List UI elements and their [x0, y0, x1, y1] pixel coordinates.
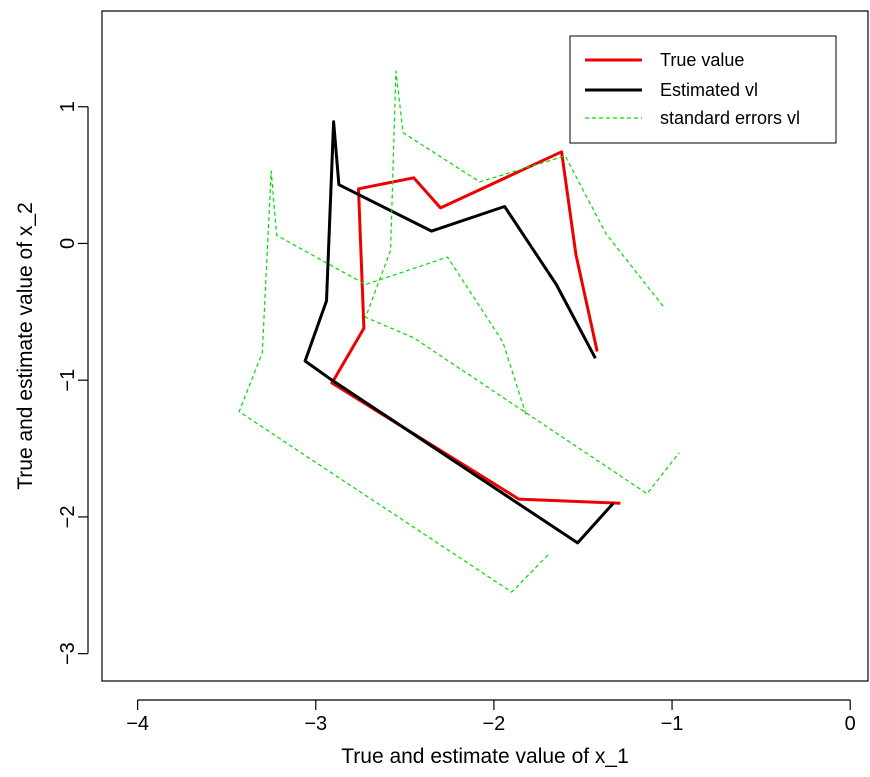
y-tick-label: −1 [57, 369, 79, 392]
y-tick-label: 0 [57, 238, 79, 249]
x-tick-label: −4 [126, 713, 149, 735]
x-tick-label: −1 [661, 713, 684, 735]
y-tick-label: −3 [57, 642, 79, 665]
series-line-2 [365, 70, 680, 495]
series-line-0 [330, 150, 621, 505]
plot-area-frame [101, 10, 869, 682]
y-tick-label: 1 [57, 101, 79, 112]
series-line-1 [303, 120, 615, 545]
x-tick-label: −3 [304, 713, 327, 735]
x-tick-label: −2 [483, 713, 506, 735]
y-tick-label: −2 [57, 506, 79, 529]
legend-label-true-value: True value [660, 50, 744, 70]
x-tick-label: 0 [845, 713, 856, 735]
legend-label-estimated-vl: Estimated vl [660, 80, 758, 100]
x-axis-title: True and estimate value of x_1 [341, 745, 629, 768]
legend-label-standard-errors-vl: standard errors vl [660, 108, 800, 128]
y-axis-title: True and estimate value of x_2 [14, 202, 37, 490]
legend: True value Estimated vl standard errors … [569, 35, 837, 144]
series-line-3 [238, 170, 550, 593]
series-layer [238, 70, 680, 593]
x-axis: −4 −3 −2 −1 0 [126, 699, 856, 735]
y-axis: −3 −2 −1 0 1 [57, 101, 89, 665]
